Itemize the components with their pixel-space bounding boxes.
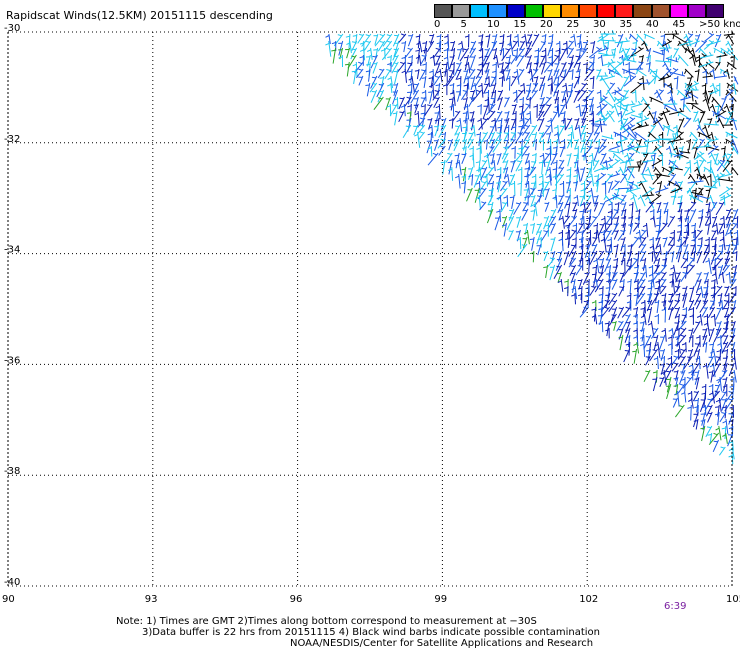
legend-swatch	[524, 4, 543, 18]
legend-label: 5	[460, 19, 467, 30]
legend-swatch	[488, 4, 507, 18]
legend-swatch	[633, 4, 652, 18]
longitude-label: 96	[290, 594, 303, 605]
legend-swatch	[506, 4, 525, 18]
longitude-label: 90	[2, 594, 15, 605]
longitude-label: 102	[579, 594, 598, 605]
legend-label: 20	[540, 19, 553, 30]
legend-swatch	[687, 4, 706, 18]
map-title: Rapidscat Winds(12.5KM) 20151115 descend…	[6, 9, 273, 22]
latitude-label: -32	[4, 134, 20, 145]
legend-label: 40	[646, 19, 659, 30]
legend-color-bar	[434, 4, 724, 18]
latitude-label: -36	[4, 355, 20, 366]
note-line-1: Note: 1) Times are GMT 2)Times along bot…	[116, 616, 537, 627]
wind-map: 90 93 96 99 102 105 -30 -32 -34 -36 -38 -40	[2, 23, 740, 605]
legend-swatch	[470, 4, 489, 18]
legend-swatch	[452, 4, 471, 18]
legend-label: 35	[619, 19, 633, 30]
wind-speed-legend: 0 5 10 15 20 25 30 35 40 45 >50 knots	[434, 4, 740, 34]
longitude-label: 105	[726, 594, 740, 605]
note-line-2: 3)Data buffer is 22 hrs from 20151115 4)…	[142, 627, 600, 638]
legend-swatch	[705, 4, 724, 18]
legend-swatch	[615, 4, 634, 18]
legend-label: 15	[513, 19, 527, 30]
legend-label: 30	[593, 19, 606, 30]
latitude-label: -34	[4, 245, 20, 256]
axis-labels-layer: 90 93 96 99 102 105 -30 -32 -34 -36 -38 -40	[2, 23, 740, 605]
legend-swatch	[597, 4, 616, 18]
legend-label: 45	[672, 19, 686, 30]
legend-swatch	[579, 4, 598, 18]
legend-swatch	[434, 4, 453, 18]
longitude-label: 99	[434, 594, 447, 605]
legend-label: 10	[487, 19, 500, 30]
legend-swatch	[560, 4, 579, 18]
legend-swatch	[542, 4, 561, 18]
latitude-label: -38	[4, 466, 20, 477]
legend-label: >50 knots	[699, 19, 740, 30]
legend-labels: 0 5 10 15 20 25 30 35 40 45 >50 knots	[434, 18, 740, 32]
longitude-label: 93	[145, 594, 158, 605]
legend-swatch	[669, 4, 688, 18]
graticule-layer	[7, 31, 733, 587]
legend-label: 25	[566, 19, 580, 30]
pass-time-label: 6:39	[664, 601, 687, 612]
legend-swatch	[651, 4, 670, 18]
legend-label: 0	[434, 19, 441, 30]
wind-barbs-layer	[325, 30, 739, 465]
latitude-label: -40	[4, 577, 20, 588]
note-line-3: NOAA/NESDIS/Center for Satellite Applica…	[290, 638, 594, 649]
latitude-label: -30	[4, 23, 20, 34]
